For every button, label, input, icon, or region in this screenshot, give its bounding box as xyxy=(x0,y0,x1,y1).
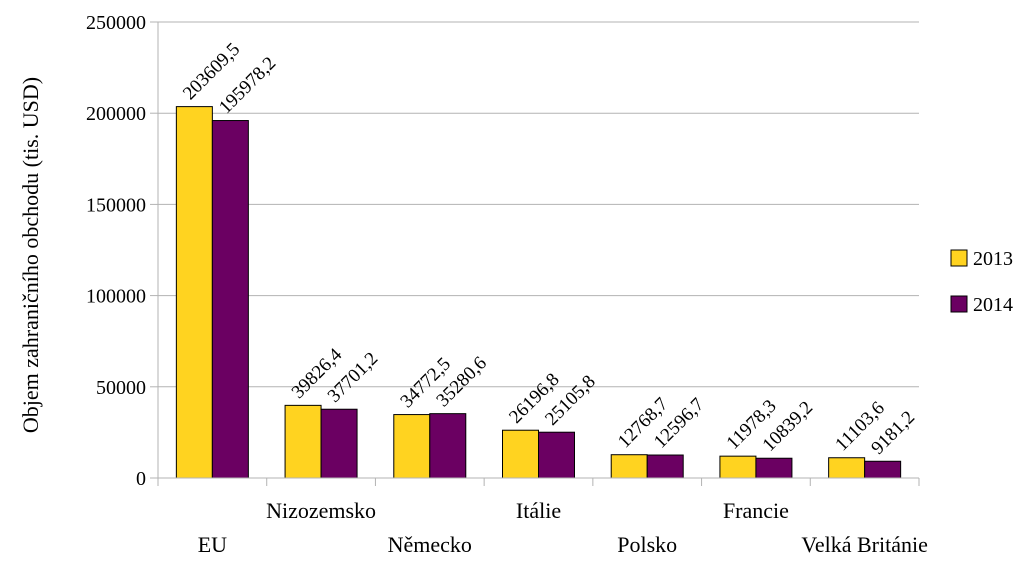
bar-2013-6 xyxy=(828,457,866,479)
bar-2013-1 xyxy=(284,404,322,479)
gridlines xyxy=(158,21,919,388)
bar-2014-5 xyxy=(755,457,793,479)
legend-label-2013: 2013 xyxy=(973,248,1013,270)
bar-2014-1 xyxy=(320,408,358,479)
y-tick-labels: 0 50000 100000 150000 200000 250000 xyxy=(86,12,146,490)
bar-2014-3 xyxy=(538,431,575,479)
y-axis-title: Objem zahraničního obchodu (tis. USD) xyxy=(18,77,43,433)
y-tick-label: 200000 xyxy=(86,103,146,125)
bars xyxy=(175,106,902,479)
bar-2013-4 xyxy=(610,454,648,479)
bar-2013-0 xyxy=(175,106,213,479)
y-tick-label: 0 xyxy=(136,468,146,490)
axes xyxy=(150,21,920,486)
category-label: Polsko xyxy=(617,532,677,557)
category-label: EU xyxy=(198,532,227,557)
category-label: Francie xyxy=(723,498,789,523)
category-label: Německo xyxy=(388,532,472,557)
bar-2014-2 xyxy=(429,413,467,479)
bar-2014-0 xyxy=(211,120,249,479)
y-tick-label: 50000 xyxy=(96,377,146,399)
y-tick-label: 100000 xyxy=(86,286,146,308)
bar-2014-6 xyxy=(864,460,902,479)
legend: 2013 2014 xyxy=(950,248,1013,316)
bar-2013-5 xyxy=(719,455,757,479)
y-tick-label: 250000 xyxy=(86,12,146,34)
category-label: Velká Británie xyxy=(801,532,927,557)
category-label: Nizozemsko xyxy=(266,498,376,523)
legend-swatch-2014 xyxy=(950,295,968,313)
legend-label-2014: 2014 xyxy=(973,294,1013,316)
y-tick-label: 150000 xyxy=(86,194,146,216)
bar-2013-2 xyxy=(393,414,431,479)
category-label: Itálie xyxy=(516,498,561,523)
bar-2013-3 xyxy=(502,429,539,479)
legend-swatch-2013 xyxy=(950,249,968,267)
category-labels: EU Nizozemsko Německo Itálie Polsko Francie Ve… xyxy=(198,498,928,557)
bar-2014-4 xyxy=(646,454,684,479)
